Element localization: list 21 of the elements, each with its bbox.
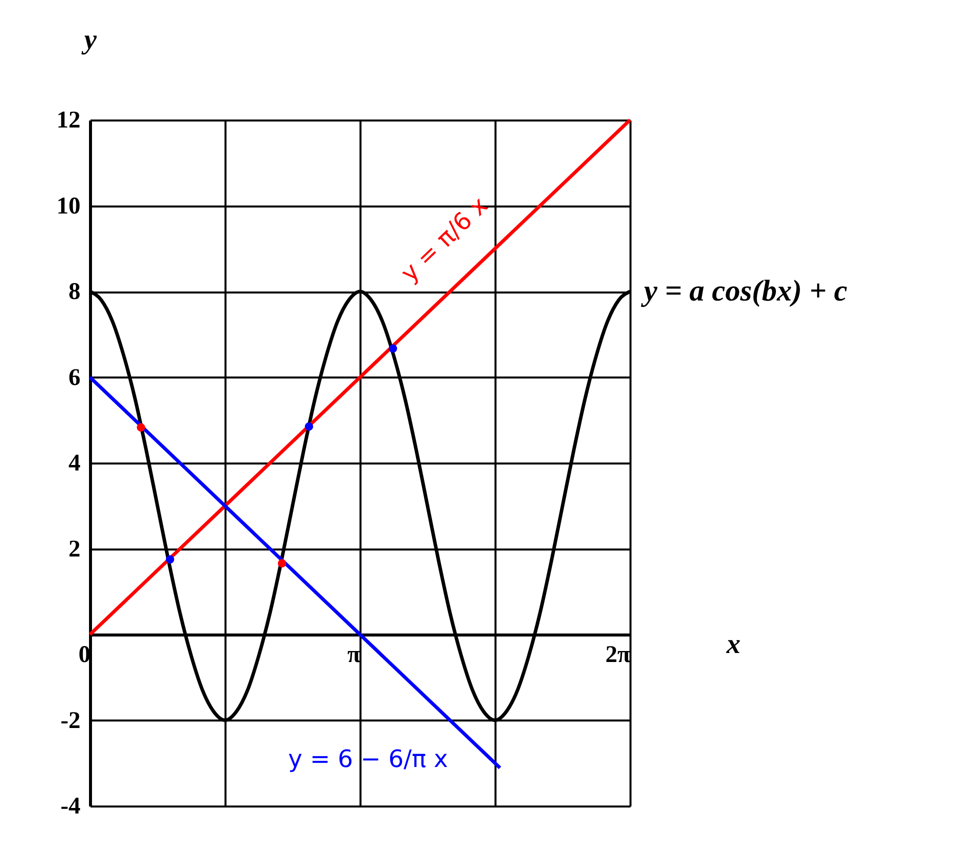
- y-tick-label: 10: [56, 193, 80, 220]
- y-axis-title: y: [81, 24, 98, 56]
- annotation: y = a cos(bx) + c: [641, 274, 848, 308]
- y-tick-label: 12: [56, 108, 80, 134]
- point: [166, 555, 174, 564]
- y-tick-label: -2: [60, 708, 80, 734]
- y-tick-label: 4: [68, 450, 80, 476]
- y-tick-label: 2: [68, 536, 80, 562]
- point: [278, 559, 286, 568]
- annotation: y = 6 − 6/π x: [288, 745, 448, 773]
- y-tick-label: 6: [68, 364, 80, 391]
- y-tick-label: -4: [60, 794, 80, 820]
- x-axis-title: x: [726, 629, 740, 660]
- annotation: y = π/6 x: [395, 191, 494, 288]
- point: [136, 423, 146, 432]
- point: [304, 422, 314, 431]
- y-tick-label: 8: [68, 279, 80, 305]
- x-tick-label: 0: [78, 642, 90, 668]
- x-tick-label: π: [347, 642, 361, 668]
- x-tick-label: 2π: [605, 642, 630, 668]
- point: [388, 344, 398, 353]
